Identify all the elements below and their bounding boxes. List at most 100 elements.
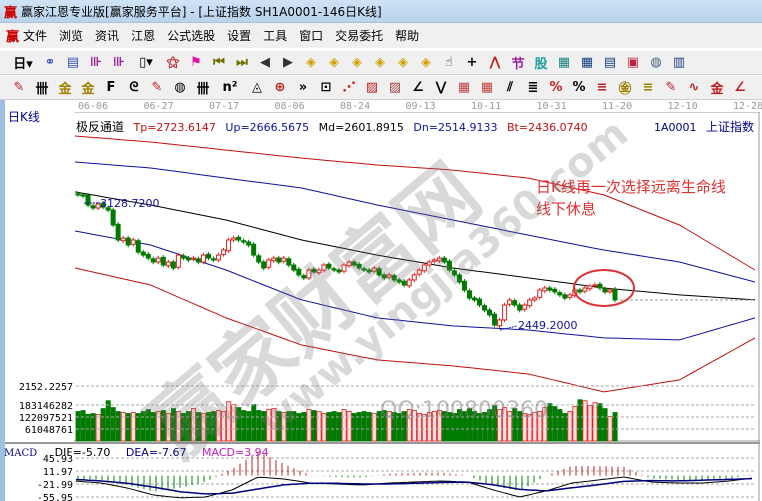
section-icon[interactable]: 节 [511,57,525,72]
menu-item[interactable]: 江恩 [131,29,156,43]
menu-item[interactable]: 浏览 [59,29,84,43]
link-icon[interactable]: ⚭ [44,55,56,70]
kline-chart[interactable]: 06-06 06-27 07-17 08-06 08-24 09-13 10-11 10-31… [0,100,762,501]
macd-axis-label: 11.97 [43,467,73,478]
candle-body [386,274,392,278]
grid-icon[interactable]: 卌 [35,82,49,97]
note-icon[interactable]: ▤ [66,55,80,70]
pen-icon[interactable]: ✎ [13,80,25,95]
fib-icon[interactable]: F [106,80,116,95]
candle-body [145,253,151,259]
right-arrow-icon[interactable]: ▶ [283,55,293,70]
volume-bar [211,411,217,442]
x-tick-label: 09-13 [406,101,436,112]
stock-icon[interactable]: 股 [534,57,548,72]
circle-icon[interactable]: ◍ [174,80,186,95]
gold-circle-icon[interactable]: ㊎ [618,82,632,97]
volume-bar [462,411,468,442]
triangle-icon[interactable]: ◬ [252,80,262,95]
volume-bar [502,407,508,442]
gold1-icon[interactable]: 金 [58,82,72,97]
more-icon[interactable]: » [298,80,308,95]
percent-red-icon[interactable]: % [549,80,563,95]
n2-icon[interactable]: n² [222,80,238,95]
expand-h-icon[interactable]: ◈ [352,55,362,70]
crosshair-icon[interactable]: + [466,55,478,70]
calendar-icon[interactable]: ▦ [557,55,571,70]
volume-bar [477,413,483,442]
hatch-icon[interactable]: ▨ [388,80,402,95]
menu-item[interactable]: 交易委托 [335,29,384,43]
volume-bar [467,408,473,442]
volume-bar [321,413,327,442]
gold-lines-icon[interactable]: ≡ [642,80,654,95]
square-fan-icon[interactable]: ▨ [365,80,379,95]
candle-body [547,287,553,291]
flag-icon[interactable]: ⚑ [190,55,202,70]
candle-body [562,294,568,299]
target-icon[interactable]: ⊕ [274,80,286,95]
gold2-icon[interactable]: 金 [81,82,95,97]
candle-body [321,264,327,271]
ruler-icon[interactable]: ≣ [527,80,539,95]
shrink-h-icon[interactable]: ◈ [375,55,385,70]
lines-icon[interactable]: 卌 [196,82,210,97]
spiral-icon[interactable]: ᘓ [129,80,139,95]
band-line-dn [74,230,756,341]
box-icon[interactable]: ⊡ [320,80,332,95]
volume-bar [341,409,347,442]
calculator-icon[interactable]: ▦ [580,55,594,70]
candle-body [216,254,222,261]
parallel-icon[interactable]: ⫽ [507,80,513,95]
gold3-icon[interactable]: 金 [710,82,724,97]
marker-icon[interactable]: ✎ [151,80,163,95]
network-icon[interactable]: ◍ [650,55,662,70]
percent-lines-icon[interactable]: ≡ [596,80,608,95]
expand-v-icon[interactable]: ◈ [421,55,431,70]
chart-icon[interactable]: ⚝ [166,55,180,70]
indicator9-icon[interactable]: ⊪ [113,55,125,70]
candle-type-dropdown[interactable]: ▯▾ [139,55,153,70]
zoom-left-icon[interactable]: ◈ [306,55,316,70]
expand-all-icon[interactable]: ◈ [398,55,408,70]
menu-item[interactable]: 工具 [263,29,288,43]
report-icon[interactable]: ▤ [603,55,617,70]
fan-icon[interactable]: ⋰ [342,80,356,95]
angle-icon[interactable]: ∠ [412,80,424,95]
menu-item[interactable]: 资讯 [95,29,120,43]
candle-body [361,268,367,271]
menu-item[interactable]: 帮助 [395,29,420,43]
percent-icon[interactable]: % [572,80,586,95]
candle-body [246,241,252,246]
menu-item[interactable]: 设置 [227,29,252,43]
zoom-right-icon[interactable]: ◈ [329,55,339,70]
angle2-icon[interactable]: ∠ [734,80,746,95]
period-day-dropdown[interactable]: 日▾ [13,57,33,72]
pen2-icon[interactable]: ✎ [665,80,677,95]
print-icon[interactable]: ▥ [672,55,686,70]
volume-bar [336,412,342,442]
grid-box-icon[interactable]: ▦ [457,80,471,95]
app-logo-icon: 赢 [4,5,18,21]
menu-logo-icon[interactable]: 赢 [6,30,20,45]
trend-icon[interactable]: ⋀ [489,55,501,70]
left-arrow-icon[interactable]: ◀ [260,55,270,70]
volume-bar [346,411,352,442]
menu-item[interactable]: 公式选股 [167,29,216,43]
volume-axis-label: 183146282 [19,401,73,412]
volume-bar [120,412,126,442]
last-icon[interactable]: ⏭ [236,55,248,70]
wave-icon[interactable]: ∿ [688,80,700,95]
stock-name: 上证指数 [705,120,754,134]
zigzag-icon[interactable]: ⋁ [435,80,447,95]
menu-item[interactable]: 窗口 [299,29,324,43]
candle-body [366,269,372,273]
candle-body [456,274,462,283]
save-icon[interactable]: ▣ [626,55,640,70]
indicator3-icon[interactable]: ⊪ [90,55,102,70]
hand-icon[interactable]: ☝ [445,55,453,70]
grid-box2-icon[interactable]: ▦ [480,80,494,95]
volume-bar [592,402,598,442]
menu-item[interactable]: 文件 [23,29,48,43]
first-icon[interactable]: ⏮ [213,55,225,70]
